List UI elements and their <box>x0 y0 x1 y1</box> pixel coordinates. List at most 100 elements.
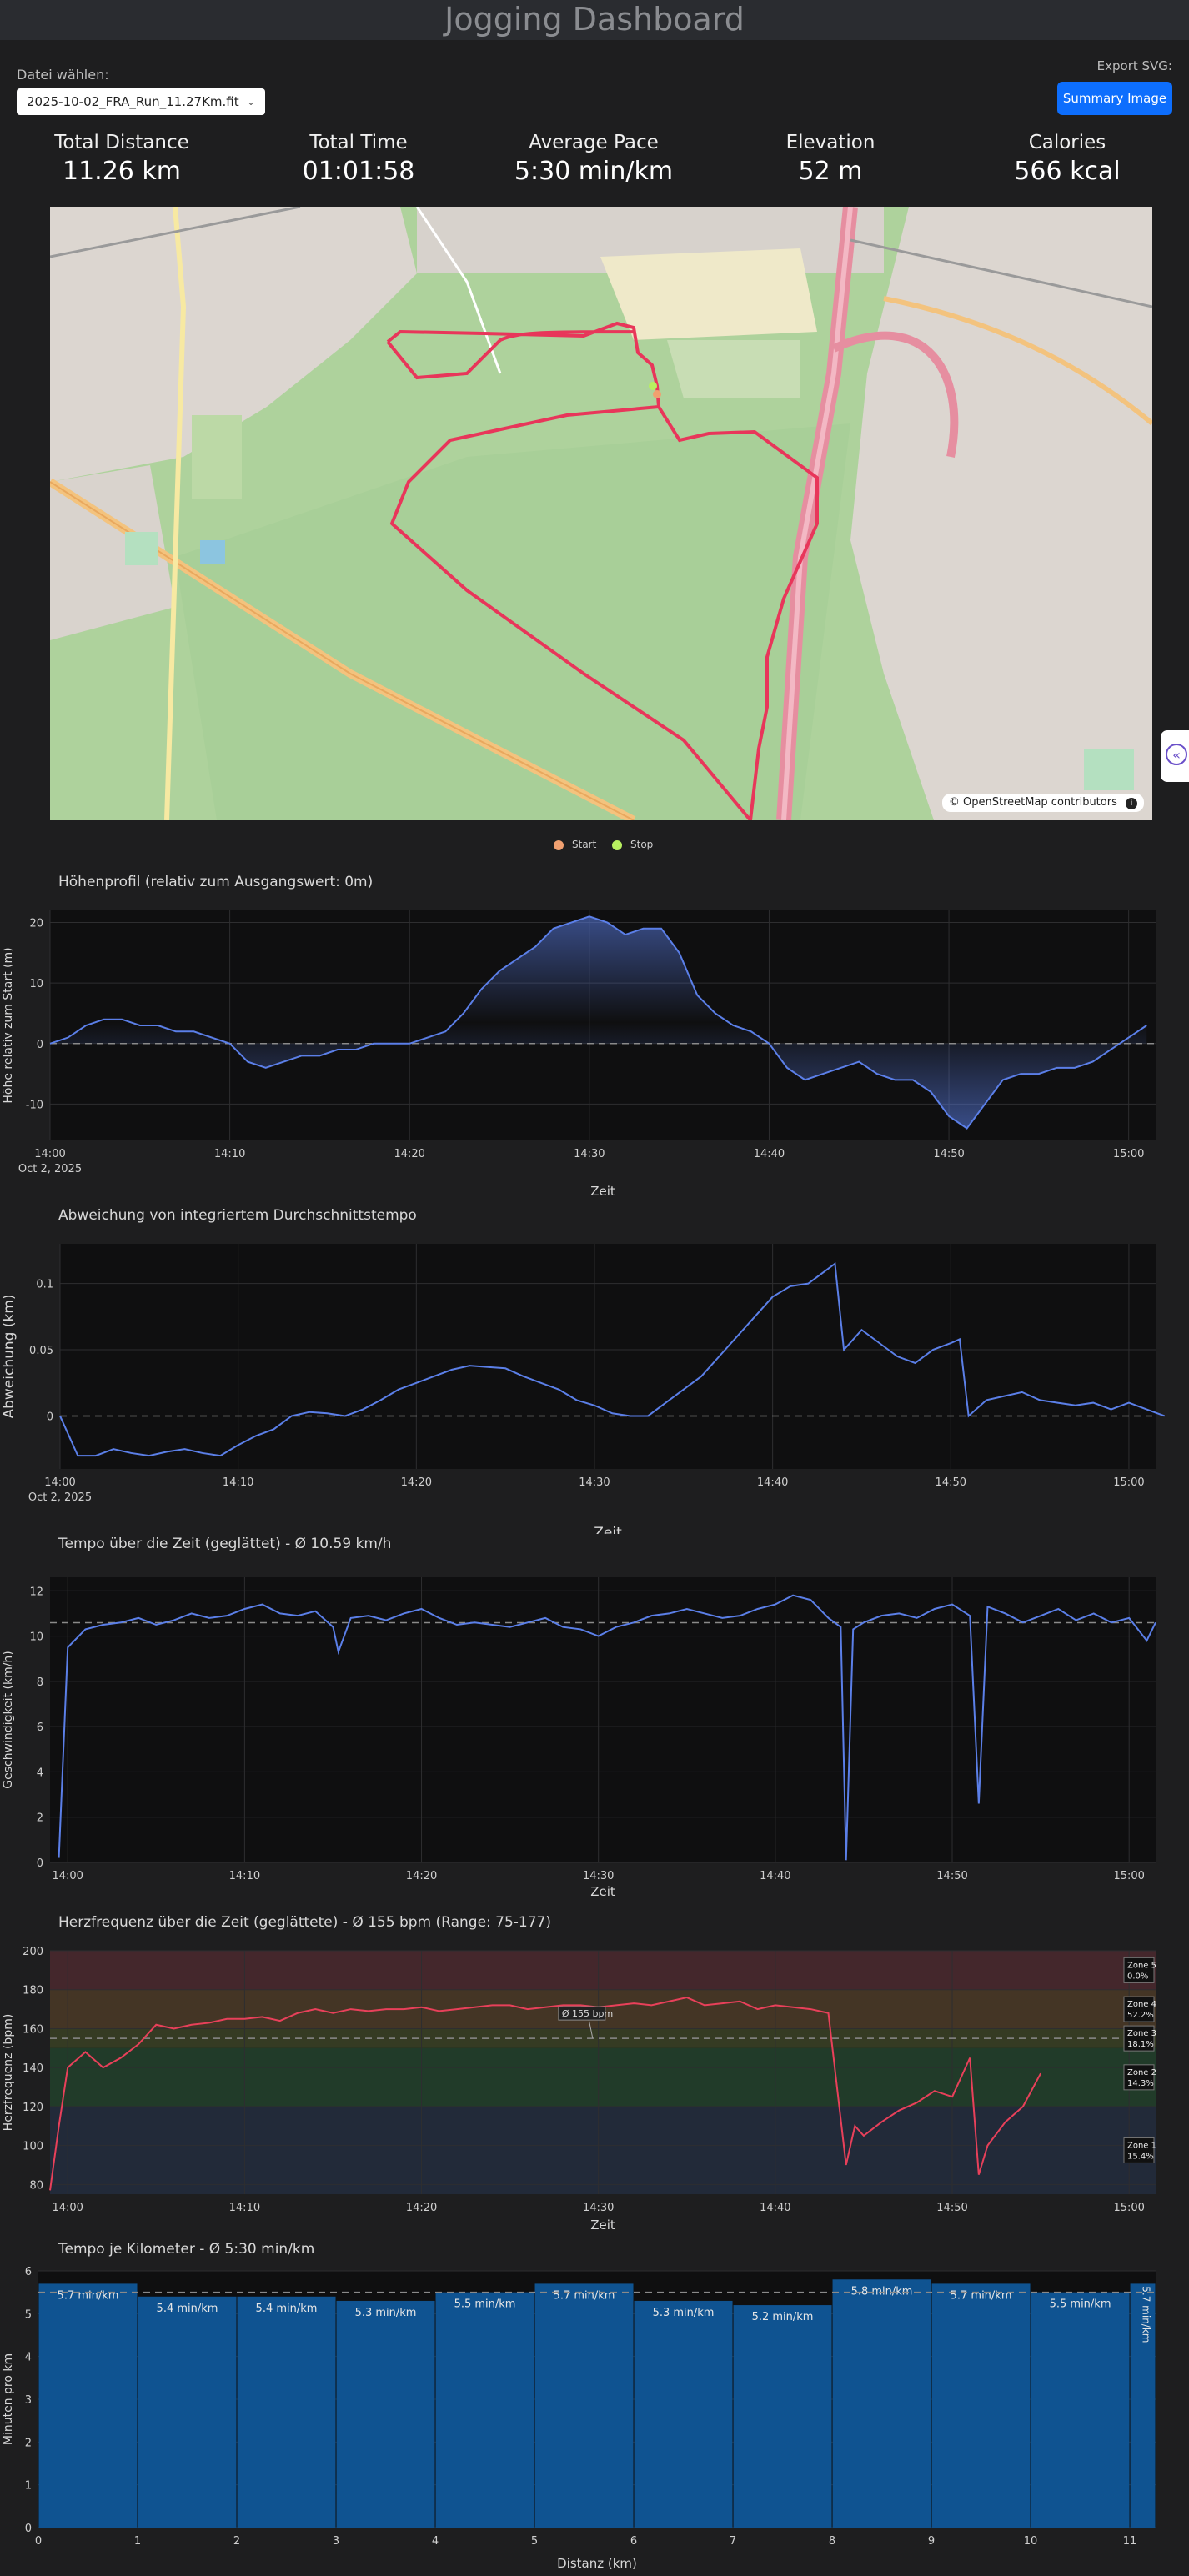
pace-bar <box>138 2296 237 2528</box>
y-tick-label: 0 <box>37 1039 43 1051</box>
kpi-elevation: Elevation 52 m <box>730 132 931 186</box>
kpi-value: 01:01:58 <box>302 157 415 186</box>
y-tick-label: 12 <box>29 1586 43 1598</box>
y-tick-label: 160 <box>23 2023 43 2036</box>
x-tick-label: 15:00 <box>1113 1870 1144 1882</box>
x-tick-label: 14:00 <box>34 1148 65 1160</box>
pace-bar <box>38 2283 138 2528</box>
x-axis-label: Zeit <box>590 1884 615 1899</box>
bar-value-label: 5.7 min/km <box>1141 2286 1152 2343</box>
zone-share: 14.3% <box>1127 2079 1154 2088</box>
chevron-down-icon: ⌄ <box>246 96 255 108</box>
average-annotation: Ø 155 bpm <box>562 2008 613 2019</box>
x-tick-label: 11 <box>1123 2535 1137 2548</box>
hr-zone-label: Zone 4 52.2% <box>1123 1996 1156 2022</box>
x-tick-label: 14:30 <box>579 1476 610 1489</box>
pace-bar <box>336 2300 435 2528</box>
file-dropdown[interactable]: 2025-10-02_FRA_Run_11.27Km.fit ⌄ <box>17 88 265 115</box>
pace-bar <box>1031 2292 1130 2528</box>
x-tick-label: 4 <box>432 2535 439 2548</box>
hr-zone-band <box>50 2106 1156 2194</box>
pace-bar <box>435 2292 534 2528</box>
y-tick-label: 20 <box>29 918 43 930</box>
x-tick-label: 14:30 <box>583 2202 614 2214</box>
x-tick-label: 7 <box>730 2535 736 2548</box>
deviation-chart[interactable]: 0.1 0.05 0 14:00 14:10 14:20 14:30 14:40 14:50 15… <box>0 1234 1189 1534</box>
y-axis-label: Abweichung (km) <box>1 1294 18 1418</box>
speed-chart[interactable]: 0 2 4 6 8 10 12 14:00 14:10 14:20 14:30 14:40 14:50 1… <box>0 1562 1189 1904</box>
zone-name: Zone 5 <box>1127 1961 1156 1970</box>
summary-image-button[interactable]: Summary Image <box>1057 82 1172 115</box>
x-tick-label: 1 <box>134 2535 141 2548</box>
zone-label-box <box>1123 2064 1155 2091</box>
y-tick-label: 0 <box>47 1411 53 1423</box>
y-axis-label: Minuten pro km <box>2 2353 15 2445</box>
y-tick-label: 6 <box>25 2266 32 2278</box>
x-tick-label: 10 <box>1024 2535 1038 2548</box>
legend-stop: Stop <box>612 839 653 850</box>
y-tick-label: 1 <box>25 2480 32 2493</box>
x-tick-label: 14:40 <box>760 1870 790 1882</box>
plot-area <box>50 1577 1156 1862</box>
y-tick-label: 3 <box>25 2394 32 2407</box>
series-line <box>58 1594 1156 1861</box>
map-attribution[interactable]: © OpenStreetMap contributors i <box>941 794 1144 812</box>
annotation-arrow <box>588 2018 594 2039</box>
route-path <box>386 321 819 820</box>
x-tick-label: 14:40 <box>754 1148 785 1160</box>
pace-chart-title: Tempo je Kilometer - Ø 5:30 min/km <box>58 2241 315 2258</box>
kpi-value: 5:30 min/km <box>514 157 674 186</box>
route-map[interactable]: © OpenStreetMap contributors i <box>50 207 1152 820</box>
x-tick-label: 14:10 <box>223 1476 253 1489</box>
x-tick-label: 14:30 <box>583 1870 614 1882</box>
annotation-box <box>558 2006 606 2021</box>
heartrate-chart[interactable]: 80 100 120 140 160 180 200 14:00 14:10 14:20 14:30… <box>0 1941 1189 2239</box>
y-tick-label: 5 <box>25 2308 32 2321</box>
bar-value-label: 5.3 min/km <box>355 2307 417 2319</box>
pace-chart[interactable]: 0 1 2 3 4 5 6 5.7 min/km 5.4 min/km 5.4 min/km 5.3… <box>0 2264 1189 2576</box>
hr-zone-band <box>50 1951 1156 1990</box>
x-tick-label: 14:50 <box>936 1476 966 1489</box>
y-tick-label: 0.05 <box>29 1345 53 1357</box>
map-tiles <box>50 207 1152 820</box>
series-line <box>49 915 1147 1130</box>
bar-value-label: 5.8 min/km <box>851 2285 913 2298</box>
y-tick-label: 10 <box>29 978 43 990</box>
hr-zone-label: Zone 5 0.0% <box>1123 1957 1156 1983</box>
hr-zone-label: Zone 1 15.4% <box>1123 2137 1156 2163</box>
y-tick-label: 4 <box>37 1767 43 1779</box>
y-axis-label: Höhe relativ zum Start (m) <box>2 947 15 1103</box>
elevation-chart[interactable]: 20 10 0 -10 14:00 14:10 14:20 14:30 14:40 14:50 15… <box>0 900 1189 1200</box>
chevrons-left-icon: « <box>1166 744 1187 765</box>
bar-value-label: 5.7 min/km <box>554 2289 615 2302</box>
x-tick-label: 14:20 <box>406 2202 437 2214</box>
file-select-label: Datei wählen: <box>17 67 109 83</box>
y-tick-label: 2 <box>25 2437 32 2449</box>
y-tick-label: 10 <box>29 1631 43 1644</box>
y-tick-label: 0.1 <box>36 1279 53 1291</box>
x-tick-label: 14:20 <box>394 1148 424 1160</box>
x-tick-label: 6 <box>630 2535 637 2548</box>
x-tick-label: 15:00 <box>1113 1476 1144 1489</box>
series-line <box>59 1261 1166 1457</box>
kpi-average-pace: Average Pace 5:30 min/km <box>494 132 694 186</box>
x-tick-label: 15:00 <box>1113 1148 1144 1160</box>
x-tick-label: 14:00 <box>52 1870 83 1882</box>
sidebar-toggle-button[interactable]: « <box>1161 730 1189 782</box>
kpi-total-distance: Total Distance 11.26 km <box>22 132 222 186</box>
kpi-value: 566 kcal <box>1014 157 1121 186</box>
y-tick-label: 4 <box>25 2352 32 2364</box>
pace-bar <box>534 2283 634 2528</box>
stop-marker-icon <box>612 839 622 850</box>
bar-value-label: 5.4 min/km <box>256 2303 318 2315</box>
x-tick-label: 14:00 <box>44 1476 75 1489</box>
bar-value-label: 5.7 min/km <box>951 2289 1012 2302</box>
x-tick-label: 14:50 <box>933 1148 964 1160</box>
legend-start-label: Start <box>572 839 597 850</box>
x-axis-label: Zeit <box>590 1184 615 1199</box>
y-tick-label: 0 <box>37 1857 43 1870</box>
pace-bar <box>832 2279 931 2528</box>
kpi-label: Calories <box>1028 132 1106 153</box>
info-icon[interactable]: i <box>1126 798 1137 809</box>
bar-value-label: 5.5 min/km <box>454 2298 516 2311</box>
